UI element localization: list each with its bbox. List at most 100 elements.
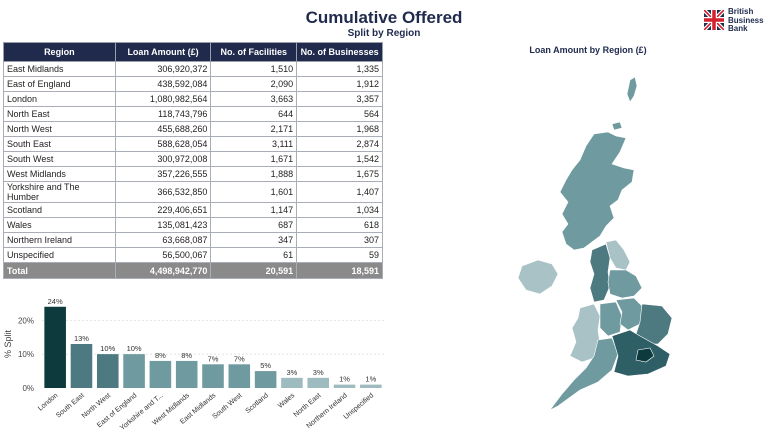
cell-facilities: 3,111 [210, 136, 298, 152]
cell-facilities: 3,663 [210, 91, 298, 107]
bar-data-label: 1% [339, 375, 350, 384]
cell-loan-amount: 229,406,651 [114, 202, 212, 218]
cell-businesses: 1,675 [296, 166, 383, 182]
table-row: South West 300,972,008 1,671 1,542 [3, 151, 383, 167]
cell-region: East of England [3, 76, 116, 92]
x-tick-label: London [37, 392, 59, 412]
cell-region: North West [3, 121, 116, 137]
bar-data-label: 10% [100, 344, 115, 353]
map-region-scotland [559, 131, 635, 251]
brand-name: British Business Bank [728, 7, 764, 34]
bar-data-label: 10% [127, 344, 142, 353]
brand-line-3: Bank [728, 24, 748, 33]
cell-loan-amount: 306,920,372 [114, 61, 212, 77]
bar-data-label: 7% [208, 354, 219, 363]
map-region-orkney [611, 121, 623, 131]
table-row: Unspecified 56,500,067 61 59 [3, 247, 383, 263]
bar [333, 384, 356, 388]
cell-region: Yorkshire and The Humber [3, 181, 116, 203]
brand-logo: British Business Bank [704, 7, 766, 36]
brand-line-2: Business [728, 15, 764, 25]
y-axis-label: % Split [3, 329, 13, 358]
table-row: North East 118,743,796 644 564 [3, 106, 383, 122]
cell-region: East Midlands [3, 61, 116, 77]
cell-businesses: 1,407 [296, 181, 383, 203]
cell-facilities: 347 [210, 232, 298, 248]
bar [96, 354, 119, 388]
bar [202, 364, 224, 388]
cell-loan-amount: 588,628,054 [114, 136, 212, 152]
table-row: North West 455,688,260 2,171 1,968 [3, 121, 383, 137]
cell-loan-amount: 118,743,796 [114, 106, 212, 122]
table-row: East Midlands 306,920,372 1,510 1,335 [3, 61, 383, 77]
table-header-row: Region Loan Amount (£) No. of Facilities… [3, 42, 383, 62]
table-row: Wales 135,081,423 687 618 [3, 217, 383, 233]
cell-facilities: 2,171 [210, 121, 298, 137]
cell-loan-amount: 63,668,087 [114, 232, 212, 248]
cell-region: Northern Ireland [3, 232, 116, 248]
cell-region: South West [3, 151, 116, 167]
map-region-yorkshire [607, 269, 643, 299]
bar-data-label: 24% [48, 297, 63, 306]
bar-data-label: 3% [287, 368, 298, 377]
page-subtitle: Split by Region [347, 28, 421, 39]
table-row: Scotland 229,406,651 1,147 1,034 [3, 202, 383, 218]
cell-facilities: 61 [210, 247, 298, 263]
bar-data-label: 8% [181, 351, 192, 360]
map-region-wales [569, 303, 601, 363]
cell-facilities: 2,090 [210, 76, 298, 92]
bar [149, 360, 172, 388]
cell-region: West Midlands [3, 166, 116, 182]
bar [123, 354, 145, 388]
cell-businesses: 3,357 [296, 91, 383, 107]
cell-businesses: 1,912 [296, 76, 383, 92]
x-tick-label: Scotland [245, 392, 270, 415]
cell-facilities: 1,601 [210, 181, 298, 203]
y-tick-label: 0% [22, 384, 34, 393]
cell-region: Wales [3, 217, 116, 233]
cell-region: South East [3, 136, 116, 152]
cell-loan-amount: 56,500,067 [114, 247, 212, 263]
table-row: London 1,080,982,564 3,663 3,357 [3, 91, 383, 107]
cell-loan-amount: 455,688,260 [114, 121, 212, 137]
bar-data-label: 5% [260, 361, 271, 370]
bar [175, 360, 198, 388]
map-region-east-midlands [615, 297, 645, 331]
cell-region: Unspecified [3, 247, 116, 263]
y-tick-label: 20% [18, 316, 34, 325]
y-tick-label: 10% [18, 350, 34, 359]
table-row: Yorkshire and The Humber 366,532,850 1,601… [3, 181, 383, 203]
bar [281, 377, 303, 388]
cell-businesses: 59 [296, 247, 383, 263]
cell-businesses: 564 [296, 106, 383, 122]
bar-data-label: 7% [234, 354, 245, 363]
bar [228, 364, 251, 388]
map-region-north-east [605, 239, 631, 271]
column-header-businesses: No. of Businesses [296, 42, 383, 62]
column-header-loan-amount: Loan Amount (£) [114, 42, 212, 62]
x-tick-label: Wales [277, 392, 297, 410]
table-row: Northern Ireland 63,668,087 347 307 [3, 232, 383, 248]
total-cell-facilities: 20,591 [210, 262, 298, 279]
cell-businesses: 1,335 [296, 61, 383, 77]
cell-loan-amount: 357,226,555 [114, 166, 212, 182]
cell-region: London [3, 91, 116, 107]
union-flag-icon [704, 10, 724, 30]
bar-data-label: 8% [155, 351, 166, 360]
cell-businesses: 1,968 [296, 121, 383, 137]
table-row: South East 588,628,054 3,111 2,874 [3, 136, 383, 152]
cell-loan-amount: 1,080,982,564 [114, 91, 212, 107]
cell-facilities: 687 [210, 217, 298, 233]
cell-facilities: 1,888 [210, 166, 298, 182]
region-table: Region Loan Amount (£) No. of Facilities… [3, 42, 383, 279]
column-header-facilities: No. of Facilities [210, 42, 298, 62]
cell-facilities: 1,671 [210, 151, 298, 167]
bar [360, 384, 382, 388]
map-region-west-midlands [599, 301, 623, 337]
map-title: Loan Amount by Region (£) [529, 45, 647, 55]
total-cell-region: Total [3, 262, 116, 279]
cell-businesses: 1,542 [296, 151, 383, 167]
bar-data-label: 13% [74, 334, 89, 343]
cell-loan-amount: 135,081,423 [114, 217, 212, 233]
brand-line-1: British [728, 7, 754, 16]
